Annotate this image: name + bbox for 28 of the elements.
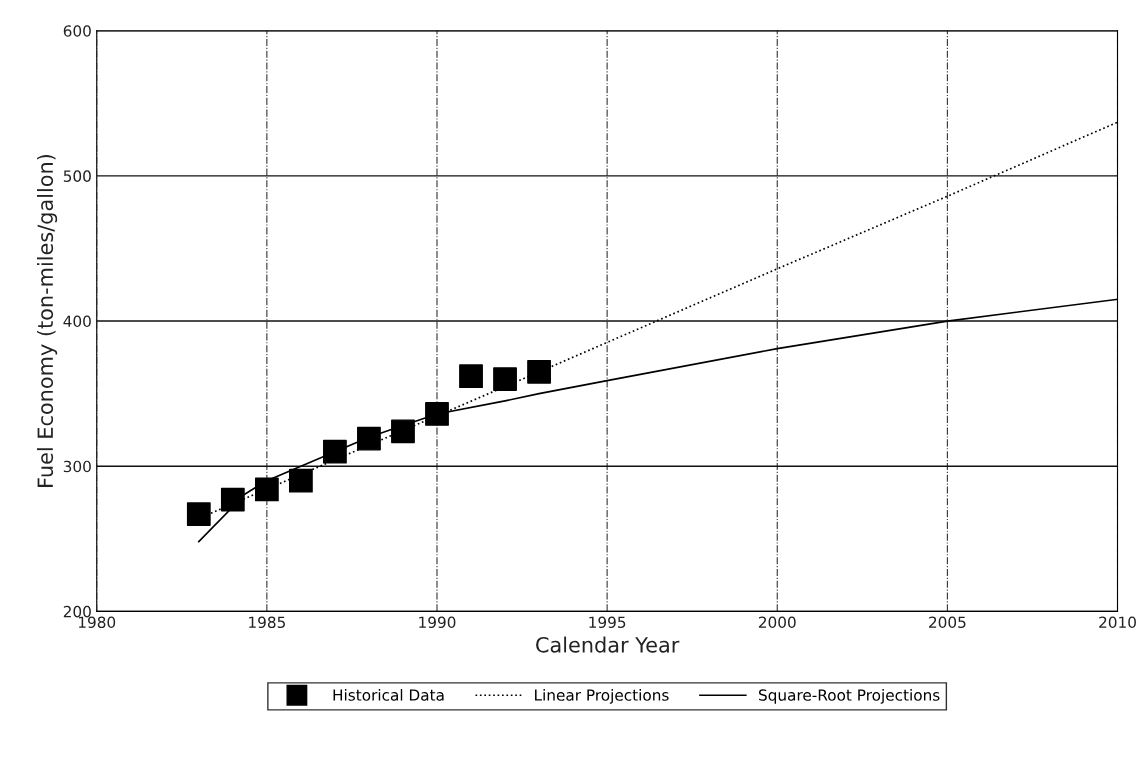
y-tick-label: 600 xyxy=(63,25,91,37)
point xyxy=(254,477,279,502)
x-tick-label: 1990 xyxy=(419,616,456,629)
legend-label: Square-Root Projections xyxy=(759,688,940,704)
point xyxy=(493,367,517,392)
y-tick-label: 500 xyxy=(63,170,91,182)
x-tick-label: 1995 xyxy=(589,616,626,629)
x-tick-label: 1985 xyxy=(249,616,285,629)
y-tick-label: 400 xyxy=(63,315,91,328)
x-tick-label: 2000 xyxy=(758,616,796,629)
point xyxy=(186,502,211,526)
x-tick-label: 2005 xyxy=(929,616,966,629)
point xyxy=(527,359,551,384)
point xyxy=(391,419,415,444)
y-tick-label: 300 xyxy=(63,460,91,473)
legend-label: Historical Data xyxy=(333,688,444,701)
point xyxy=(288,468,313,493)
point xyxy=(220,487,245,512)
x-axis-title: Calendar Year xyxy=(536,636,680,653)
x-tick-label: 1980 xyxy=(78,616,116,629)
point xyxy=(323,439,347,464)
point xyxy=(425,402,449,426)
point xyxy=(357,426,381,451)
legend-label: Linear Projections xyxy=(535,688,669,704)
y-tick-label: 200 xyxy=(63,605,91,618)
y-axis-title: Fuel Economy (ton-miles/gallon) xyxy=(36,154,58,487)
x-tick-label: 2010 xyxy=(1099,616,1136,629)
point xyxy=(459,364,483,389)
